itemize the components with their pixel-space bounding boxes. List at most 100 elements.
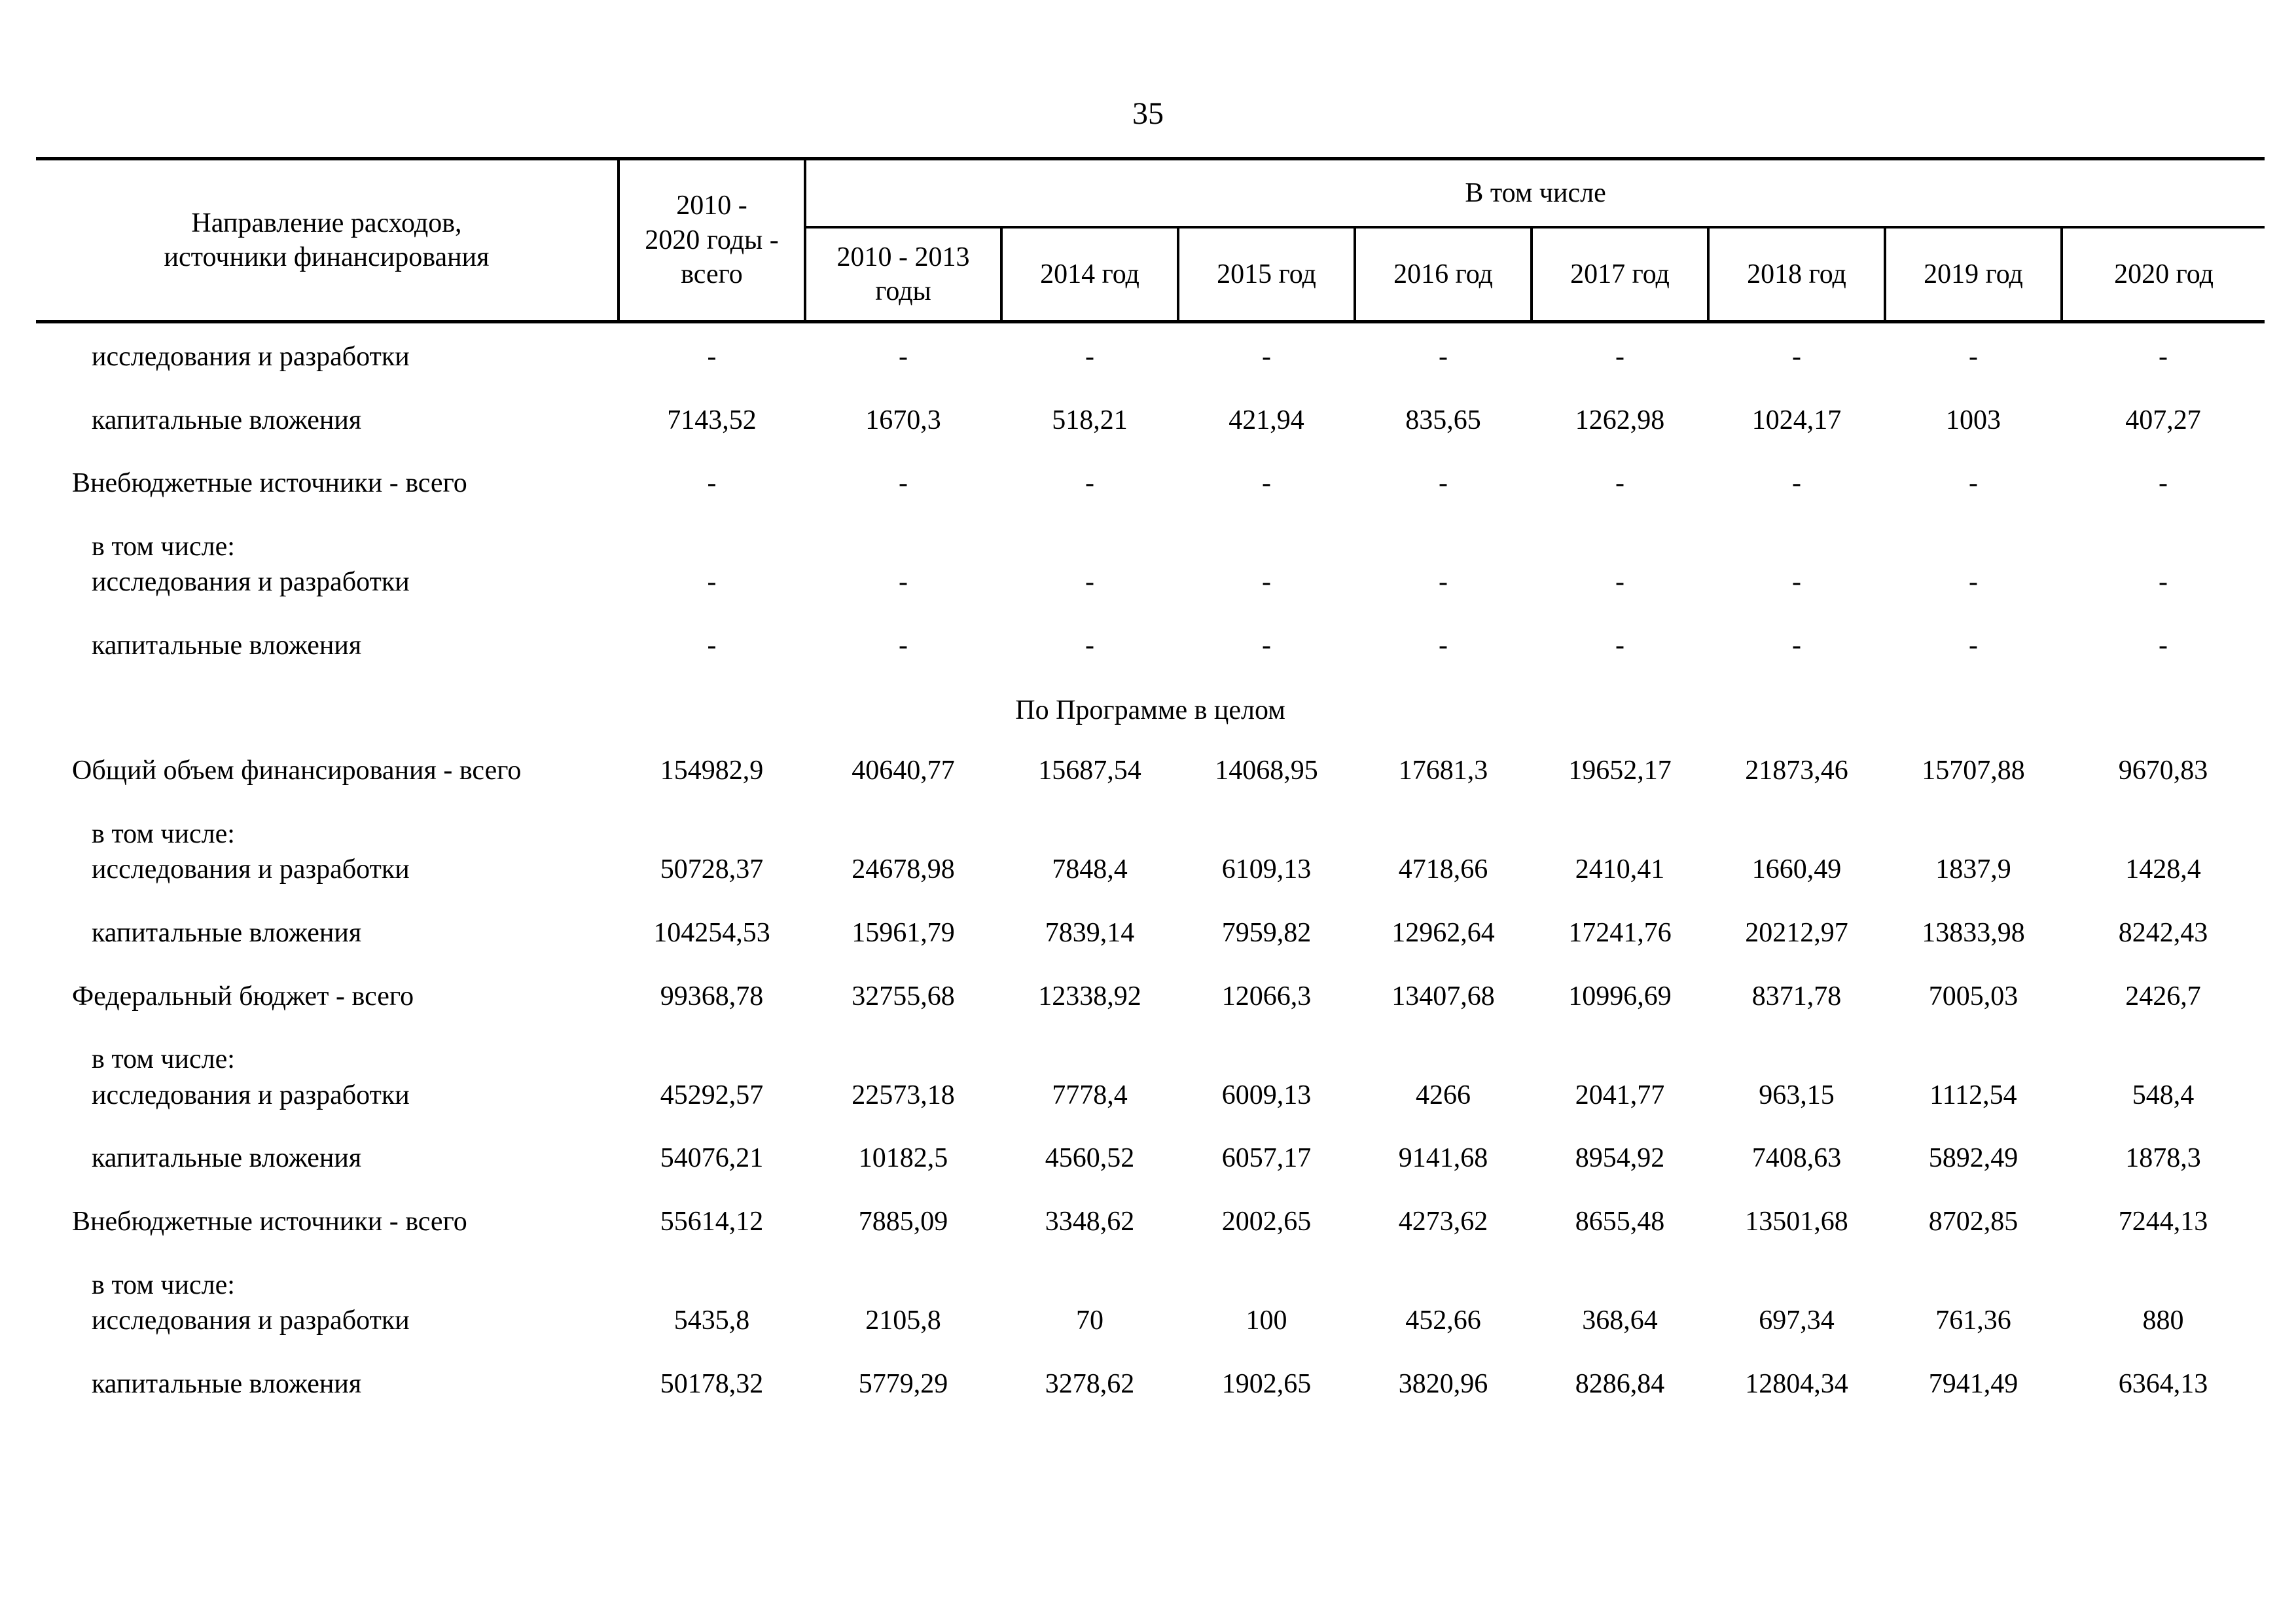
page-number: 35 xyxy=(1132,96,1164,131)
value-cell: 421,94 xyxy=(1229,405,1304,435)
value-cell: 6057,17 xyxy=(1221,1143,1312,1174)
value-cell: 2105,8 xyxy=(865,1305,941,1336)
value-cell: - xyxy=(2159,630,2168,661)
row-label: Внебюджетные источники - всего xyxy=(72,1206,467,1237)
value-cell: 19652,17 xyxy=(1568,756,1672,786)
value-cell: 7408,63 xyxy=(1751,1143,1842,1174)
value-cell: - xyxy=(1262,630,1271,661)
value-cell: 17241,76 xyxy=(1568,917,1672,948)
value-cell: 8242,43 xyxy=(2118,917,2208,948)
value-cell: 3348,62 xyxy=(1045,1206,1135,1237)
value-cell: 21873,46 xyxy=(1745,756,1848,786)
value-cell: 17681,3 xyxy=(1398,756,1488,786)
table-row: Внебюджетные источники - всего - - - - - - - - - xyxy=(36,450,2265,513)
row-label: Общий объем финансирования - всего xyxy=(72,756,522,786)
value-cell: 54076,21 xyxy=(660,1143,764,1174)
value-cell: 697,34 xyxy=(1759,1305,1835,1336)
header-including-group: В том числе xyxy=(805,157,2265,228)
value-cell: 761,36 xyxy=(1935,1305,2011,1336)
row-label-cell: капитальные вложения xyxy=(36,1351,619,1414)
row-label: капитальные вложения xyxy=(92,917,362,948)
value-cell: - xyxy=(1969,342,1978,372)
value-cell: 15961,79 xyxy=(852,917,955,948)
value-cell: 2041,77 xyxy=(1575,1080,1665,1110)
value-cell: 6009,13 xyxy=(1221,1080,1312,1110)
value-cell: - xyxy=(1792,630,1801,661)
row-label-cell: Внебюджетные источники - всего xyxy=(36,450,619,513)
table-row: в том числе: исследования и разработки 4… xyxy=(36,1026,2265,1125)
value-cell: 99368,78 xyxy=(660,981,764,1012)
row-label-prefix: в том числе: xyxy=(92,1269,235,1300)
row-label-cell: в том числе: исследования и разработки xyxy=(36,1026,619,1125)
row-label-prefix: в том числе: xyxy=(92,1044,235,1075)
value-cell: 2426,7 xyxy=(2125,981,2201,1012)
table-row: в том числе: исследования и разработки 5… xyxy=(36,801,2265,900)
header-year-6: 2018 год xyxy=(1708,227,1886,323)
row-label: исследования и разработки xyxy=(92,567,410,598)
value-cell: - xyxy=(1969,630,1978,661)
value-cell: 13833,98 xyxy=(1922,917,2025,948)
table-row: Внебюджетные источники - всего 55614,12 7… xyxy=(36,1188,2265,1252)
value-cell: 518,21 xyxy=(1052,405,1128,435)
row-label-cell: Внебюджетные источники - всего xyxy=(36,1188,619,1252)
value-cell: 32755,68 xyxy=(852,981,955,1012)
table-row: Федеральный бюджет - всего 99368,78 32755… xyxy=(36,963,2265,1027)
value-cell: 15687,54 xyxy=(1038,756,1141,786)
value-cell: 7839,14 xyxy=(1045,917,1135,948)
value-cell: - xyxy=(2159,567,2168,598)
value-cell: 1878,3 xyxy=(2125,1143,2201,1174)
row-label: исследования и разработки xyxy=(92,854,410,885)
value-cell: 20212,97 xyxy=(1745,917,1848,948)
header-expense-direction: Направление расходов, источники финансир… xyxy=(36,157,620,323)
value-cell: 13407,68 xyxy=(1391,981,1495,1012)
value-cell: - xyxy=(707,567,717,598)
value-cell: 1902,65 xyxy=(1221,1368,1312,1399)
table-row: в том числе: исследования и разработки 5… xyxy=(36,1252,2265,1351)
section-title: По Программе в целом xyxy=(1015,695,1285,725)
value-cell: - xyxy=(1792,567,1801,598)
value-cell: 104254,53 xyxy=(653,917,770,948)
table-row: капитальные вложения 50178,32 5779,29 3278… xyxy=(36,1351,2265,1414)
row-label: исследования и разработки xyxy=(92,1305,410,1336)
header-year-row: 2010 - 2013 годы 2014 год 2015 год 2016 год… xyxy=(36,227,2265,323)
row-label-cell: капитальные вложения xyxy=(36,612,619,676)
row-label: капитальные вложения xyxy=(92,405,362,435)
value-cell: 548,4 xyxy=(2132,1080,2195,1110)
value-cell: 7885,09 xyxy=(858,1206,948,1237)
row-label-cell: Федеральный бюджет - всего xyxy=(36,963,619,1027)
value-cell: 2002,65 xyxy=(1221,1206,1312,1237)
value-cell: 12962,64 xyxy=(1391,917,1495,948)
row-label: Федеральный бюджет - всего xyxy=(72,981,414,1012)
value-cell: 1837,9 xyxy=(1935,854,2011,885)
value-cell: 45292,57 xyxy=(660,1080,764,1110)
header-year-5: 2017 год xyxy=(1532,227,1710,323)
row-label: капитальные вложения xyxy=(92,630,362,661)
value-cell: - xyxy=(2159,468,2168,499)
header-year-1: 2010 - 2013 годы xyxy=(805,227,1003,323)
value-cell: 7959,82 xyxy=(1221,917,1312,948)
value-cell: - xyxy=(1792,342,1801,372)
value-cell: - xyxy=(707,342,717,372)
value-cell: 5892,49 xyxy=(1928,1143,2018,1174)
financing-table: Направление расходов, источники финансир… xyxy=(36,157,2265,1413)
table-row: капитальные вложения 54076,21 10182,5 4560… xyxy=(36,1125,2265,1188)
value-cell: 4560,52 xyxy=(1045,1143,1135,1174)
value-cell: 1003 xyxy=(1946,405,2001,435)
value-cell: 9670,83 xyxy=(2118,756,2208,786)
value-cell: - xyxy=(2159,342,2168,372)
table-body: исследования и разработки - - - - - - - - - капи… xyxy=(36,322,2265,1414)
value-cell: 50178,32 xyxy=(660,1368,764,1399)
value-cell: - xyxy=(1969,567,1978,598)
value-cell: - xyxy=(1615,630,1624,661)
value-cell: 5779,29 xyxy=(858,1368,948,1399)
value-cell: 1262,98 xyxy=(1575,405,1665,435)
row-label: исследования и разработки xyxy=(92,342,410,372)
row-label-cell: в том числе: исследования и разработки xyxy=(36,1252,619,1351)
value-cell: 24678,98 xyxy=(852,854,955,885)
value-cell: 368,64 xyxy=(1582,1305,1658,1336)
value-cell: 3820,96 xyxy=(1398,1368,1488,1399)
table-row: капитальные вложения 7143,52 1670,3 518,21… xyxy=(36,387,2265,450)
value-cell: 4718,66 xyxy=(1398,854,1488,885)
value-cell: 6109,13 xyxy=(1221,854,1312,885)
value-cell: 1428,4 xyxy=(2125,854,2201,885)
